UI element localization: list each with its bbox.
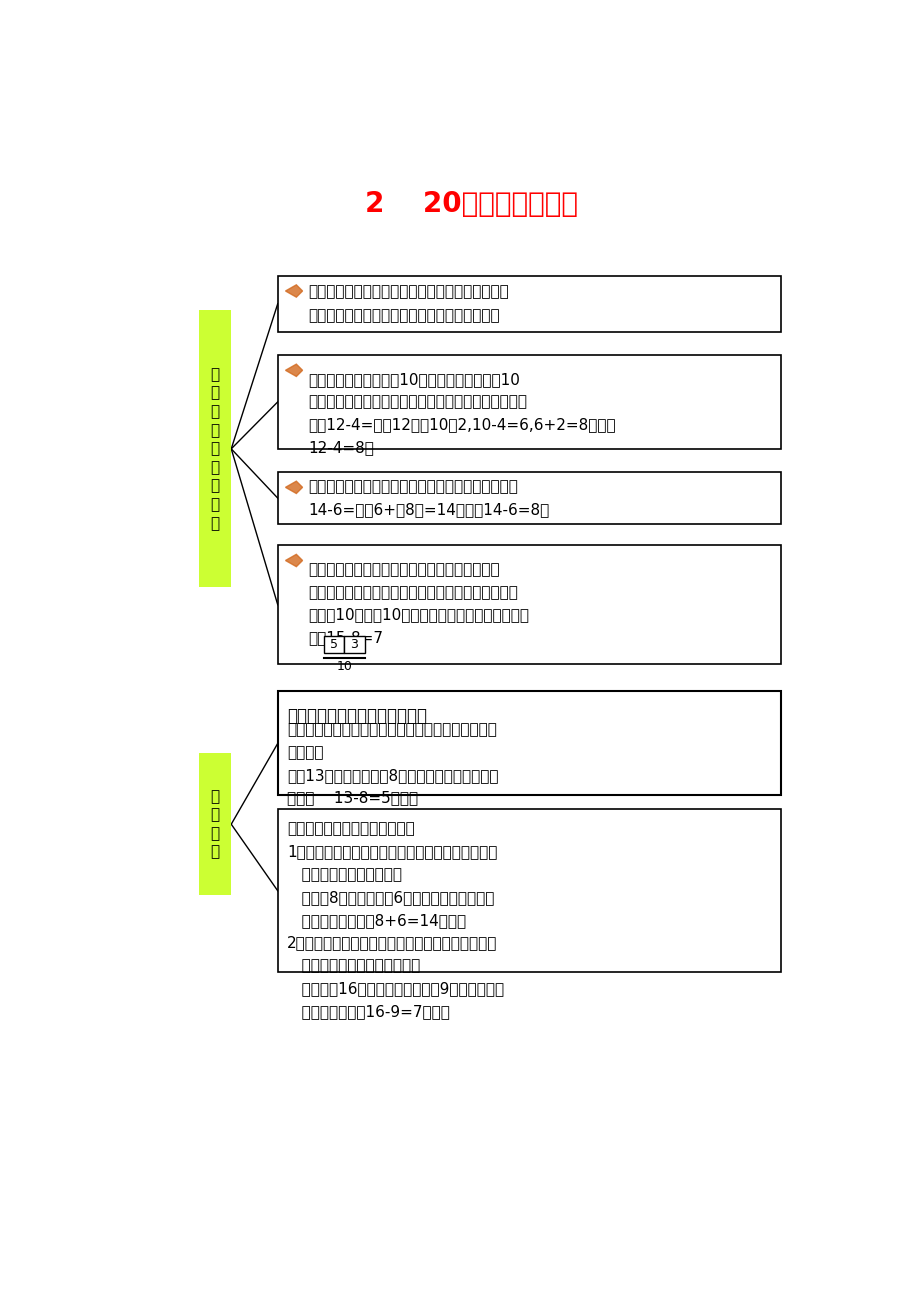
Text: 根据已知条件提出问题并解答。
1、如果题中已知条件给出的是两个部分量，就可以
   提出用加法解决的问题。
   例：有8个女同学，有6个男同学。可提问：一
 : 根据已知条件提出问题并解答。 1、如果题中已知条件给出的是两个部分量，就可以 提… xyxy=(287,822,504,1019)
FancyBboxPatch shape xyxy=(278,691,780,796)
FancyBboxPatch shape xyxy=(278,810,780,973)
Text: 想加算减：就是通过想加法来算出减法的结果。如：
14-6=？想6+（8）=14，所以14-6=8。: 想加算减：就是通过想加法来算出减法的结果。如： 14-6=？想6+（8）=14，… xyxy=(309,479,550,517)
FancyBboxPatch shape xyxy=(199,310,231,587)
Text: 10: 10 xyxy=(336,660,352,673)
Polygon shape xyxy=(285,555,302,566)
Text: 解决条件、问题完备的应用题。: 解决条件、问题完备的应用题。 xyxy=(287,707,426,725)
FancyBboxPatch shape xyxy=(278,546,780,664)
Text: 破十减：把被减数分成10和几，计算时，先用10
减去减数，再用所得的数加上个位数，就是所得的差。
如：12-4=？把12分成10和2,10-4=6,6+2=8，: 破十减：把被减数分成10和几，计算时，先用10 减去减数，再用所得的数加上个位数… xyxy=(309,372,616,456)
FancyBboxPatch shape xyxy=(278,471,780,525)
FancyBboxPatch shape xyxy=(278,355,780,449)
Text: 3: 3 xyxy=(350,638,358,651)
Text: 解
决
问
题: 解 决 问 题 xyxy=(210,789,220,859)
Polygon shape xyxy=(285,285,302,297)
Text: 点数法：通过看图，圈掉减数的个数，接着一个一
个数出圈外面还剩几个，这就是所要求得的差。: 点数法：通过看图，圈掉减数的个数，接着一个一 个数出圈外面还剩几个，这就是所要求… xyxy=(309,285,509,323)
FancyBboxPatch shape xyxy=(199,753,231,896)
Text: 2    20以内的退位减法: 2 20以内的退位减法 xyxy=(365,190,577,217)
Polygon shape xyxy=(285,482,302,493)
Bar xyxy=(323,635,344,652)
Text: 十
几
减
几
的
计
算
方
法: 十 几 减 几 的 计 算 方 法 xyxy=(210,367,220,531)
Text: 已知总数和其中一部分，求另一部分是多少的题用减
法计算。
例：13条金鱼，花的有8条，其余是黑的，黑的有
几条？    13-8=5（条）: 已知总数和其中一部分，求另一部分是多少的题用减 法计算。 例：13条金鱼，花的有… xyxy=(287,723,498,806)
Text: 5: 5 xyxy=(330,638,338,651)
FancyBboxPatch shape xyxy=(278,276,780,332)
Text: 连续减：把减数分成与被减数个位上的数相同的
一个数和另一个数，用被减数先减去与它个位上相同
的数得10，再用10减去另一个数，就可以求出差。
如：15-8=7: 连续减：把减数分成与被减数个位上的数相同的 一个数和另一个数，用被减数先减去与它… xyxy=(309,562,529,646)
Polygon shape xyxy=(285,365,302,376)
Bar xyxy=(344,635,364,652)
